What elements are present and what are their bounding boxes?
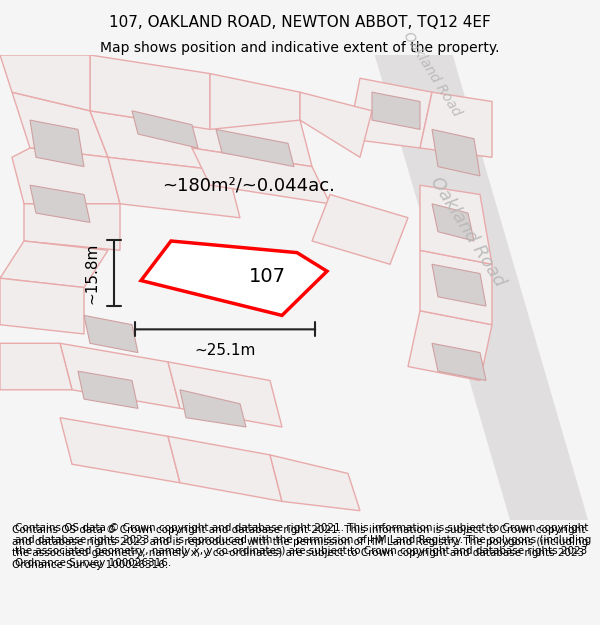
Text: ~180m²/~0.044ac.: ~180m²/~0.044ac. bbox=[162, 176, 335, 194]
Polygon shape bbox=[372, 46, 588, 520]
Polygon shape bbox=[270, 455, 360, 511]
Polygon shape bbox=[0, 278, 84, 334]
Polygon shape bbox=[372, 92, 420, 129]
Polygon shape bbox=[141, 241, 327, 316]
Polygon shape bbox=[90, 55, 210, 129]
Polygon shape bbox=[432, 343, 486, 381]
Polygon shape bbox=[180, 390, 246, 427]
Polygon shape bbox=[0, 55, 90, 111]
Polygon shape bbox=[420, 185, 492, 264]
Polygon shape bbox=[12, 148, 120, 204]
Polygon shape bbox=[30, 120, 84, 167]
Text: ~15.8m: ~15.8m bbox=[84, 242, 99, 304]
Text: Map shows position and indicative extent of the property.: Map shows position and indicative extent… bbox=[100, 41, 500, 55]
Polygon shape bbox=[84, 316, 138, 352]
Polygon shape bbox=[0, 343, 72, 390]
Polygon shape bbox=[300, 92, 372, 158]
Polygon shape bbox=[168, 362, 282, 427]
Polygon shape bbox=[432, 129, 480, 176]
Polygon shape bbox=[420, 92, 492, 158]
Polygon shape bbox=[30, 185, 90, 222]
Text: 107: 107 bbox=[249, 268, 286, 286]
Polygon shape bbox=[90, 111, 228, 171]
Polygon shape bbox=[108, 158, 240, 218]
Polygon shape bbox=[192, 148, 330, 204]
Text: ~25.1m: ~25.1m bbox=[194, 342, 256, 357]
Polygon shape bbox=[348, 78, 432, 148]
Polygon shape bbox=[24, 204, 120, 250]
Text: 107, OAKLAND ROAD, NEWTON ABBOT, TQ12 4EF: 107, OAKLAND ROAD, NEWTON ABBOT, TQ12 4E… bbox=[109, 16, 491, 31]
Polygon shape bbox=[312, 194, 408, 264]
Text: Oakland Road: Oakland Road bbox=[400, 29, 464, 119]
Polygon shape bbox=[432, 204, 474, 241]
Text: Contains OS data © Crown copyright and database right 2021. This information is : Contains OS data © Crown copyright and d… bbox=[15, 523, 591, 568]
Polygon shape bbox=[12, 92, 108, 158]
Polygon shape bbox=[420, 250, 492, 325]
Polygon shape bbox=[216, 129, 294, 167]
Polygon shape bbox=[168, 436, 282, 501]
Polygon shape bbox=[0, 241, 108, 288]
Polygon shape bbox=[432, 264, 486, 306]
Text: Oakland Road: Oakland Road bbox=[427, 174, 509, 290]
Polygon shape bbox=[132, 111, 198, 148]
Polygon shape bbox=[210, 74, 300, 129]
Text: Contains OS data © Crown copyright and database right 2021. This information is : Contains OS data © Crown copyright and d… bbox=[12, 525, 588, 570]
Polygon shape bbox=[408, 311, 492, 381]
Polygon shape bbox=[60, 343, 180, 408]
Polygon shape bbox=[180, 101, 312, 167]
Polygon shape bbox=[78, 371, 138, 408]
Polygon shape bbox=[60, 418, 180, 482]
